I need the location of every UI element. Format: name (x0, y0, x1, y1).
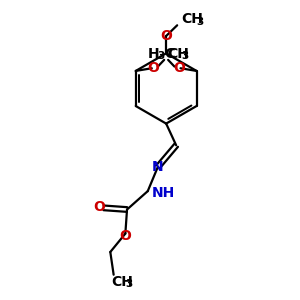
Text: O: O (94, 200, 106, 214)
Text: C: C (164, 47, 174, 61)
Text: NH: NH (152, 187, 175, 200)
Text: 3: 3 (196, 16, 203, 27)
Text: O: O (173, 61, 185, 75)
Text: CH: CH (111, 275, 133, 289)
Text: 3: 3 (125, 279, 133, 289)
Text: CH: CH (182, 12, 203, 26)
Text: H: H (148, 47, 160, 61)
Text: O: O (119, 229, 131, 243)
Text: O: O (160, 29, 172, 43)
Text: O: O (147, 61, 159, 75)
Text: 3: 3 (182, 51, 189, 61)
Text: 3: 3 (157, 51, 164, 61)
Text: CH: CH (167, 47, 189, 61)
Text: N: N (152, 160, 164, 174)
